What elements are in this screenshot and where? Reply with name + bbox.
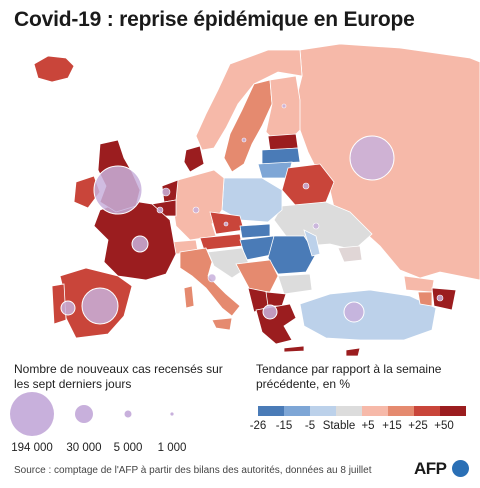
map-svg — [33, 43, 480, 357]
bubble-germany — [192, 206, 200, 214]
region-sicily — [211, 317, 233, 331]
region-cyprus — [345, 347, 361, 357]
trend-tick: -15 — [275, 420, 293, 432]
trend-tick: -26 — [249, 420, 267, 432]
trend-tick: Stable — [322, 420, 356, 432]
region-turkey — [299, 289, 437, 341]
region-norway — [195, 49, 303, 151]
size-bubble-194000 — [10, 392, 54, 436]
swatch-minus26 — [258, 406, 284, 416]
bubble-portugal — [60, 300, 76, 316]
bubble-russia — [349, 135, 395, 181]
bubble-belgium — [156, 206, 164, 214]
region-north-macedonia — [265, 291, 287, 307]
source-note: Source : comptage de l'AFP à partir des … — [14, 465, 372, 476]
size-label-194000: 194 000 — [11, 442, 53, 454]
swatch-plus5 — [362, 406, 388, 416]
bubble-turkey — [343, 301, 365, 323]
region-crimea — [337, 245, 363, 263]
swatch-plus25 — [414, 406, 440, 416]
region-georgia — [403, 275, 435, 293]
region-crete — [283, 345, 305, 353]
region-estonia — [267, 133, 299, 151]
trend-tick: -5 — [304, 420, 316, 432]
bubble-spain — [81, 287, 119, 325]
region-denmark — [183, 145, 205, 173]
bubble-belarus — [302, 182, 310, 190]
globe-icon — [452, 460, 469, 477]
trend-legend-title: Tendance par rapport à la semaine précéd… — [256, 362, 442, 391]
swatch-minus15 — [284, 406, 310, 416]
region-portugal — [51, 283, 67, 325]
bubble-italy — [207, 273, 217, 283]
region-armenia — [417, 291, 433, 307]
bubble-greece — [262, 304, 278, 320]
bubble-sweden — [241, 137, 247, 143]
region-moldova — [303, 229, 321, 257]
page-title: Covid-19 : reprise épidémique en Europe — [14, 8, 415, 31]
bubble-finland — [281, 103, 287, 109]
region-azerbaijan — [431, 287, 457, 311]
bubble-uk — [93, 165, 143, 215]
bubble-caucasus — [436, 294, 444, 302]
region-ireland — [73, 175, 101, 209]
region-iceland — [33, 55, 75, 83]
region-latvia — [261, 147, 301, 165]
swatch-minus5 — [310, 406, 336, 416]
size-bubble-5000 — [124, 410, 132, 418]
swatch-plus50 — [440, 406, 466, 416]
size-bubble-1000 — [170, 412, 174, 416]
trend-tick: +25 — [408, 420, 428, 432]
trend-swatches — [258, 406, 466, 416]
bubble-ukraine — [312, 222, 320, 230]
afp-logo: AFP — [414, 458, 470, 480]
region-bosnia-serbia — [235, 259, 279, 293]
region-slovakia — [239, 223, 271, 239]
size-bubble-30000 — [75, 405, 93, 423]
trend-tick: +5 — [361, 420, 375, 432]
region-bulgaria — [277, 273, 313, 295]
bubble-france — [131, 235, 149, 253]
europe-map — [0, 40, 480, 358]
trend-tick: +15 — [382, 420, 402, 432]
case-bubbles — [60, 103, 444, 325]
size-label-30000: 30 000 — [66, 442, 102, 454]
afp-logo-text: AFP — [414, 459, 447, 478]
region-sardinia — [183, 285, 195, 309]
size-label-5000: 5 000 — [113, 442, 143, 454]
swatch-plus15 — [388, 406, 414, 416]
region-finland — [265, 75, 301, 143]
size-label-1000: 1 000 — [157, 442, 187, 454]
bubble-czechia — [223, 221, 229, 227]
region-poland — [221, 177, 283, 223]
size-legend-title: Nombre de nouveaux cas recensés sur les … — [14, 362, 223, 391]
size-legend-bubbles — [10, 392, 174, 436]
region-romania — [267, 235, 317, 275]
swatch-stable — [336, 406, 362, 416]
trend-tick: +50 — [434, 420, 454, 432]
bubble-netherlands — [161, 187, 171, 197]
